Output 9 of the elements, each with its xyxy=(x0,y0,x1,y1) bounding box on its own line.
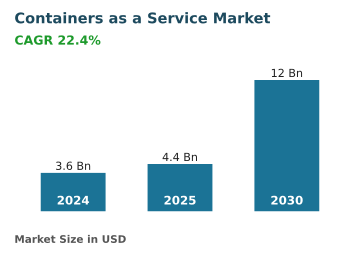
x-tick-label: 2030 xyxy=(271,196,303,205)
text: Market Size in USD xyxy=(15,234,126,243)
data-label: 4.4 Bn xyxy=(162,152,197,161)
data-label: 12 Bn xyxy=(272,68,302,77)
x-tick-label: 2024 xyxy=(58,196,90,205)
chart-subtitle: CAGR 22.4% xyxy=(15,35,100,45)
x-tick-label: 2025 xyxy=(164,196,196,205)
chart-title: Containers as a Service Market xyxy=(15,12,270,24)
data-label: 3.6 Bn xyxy=(56,162,90,170)
